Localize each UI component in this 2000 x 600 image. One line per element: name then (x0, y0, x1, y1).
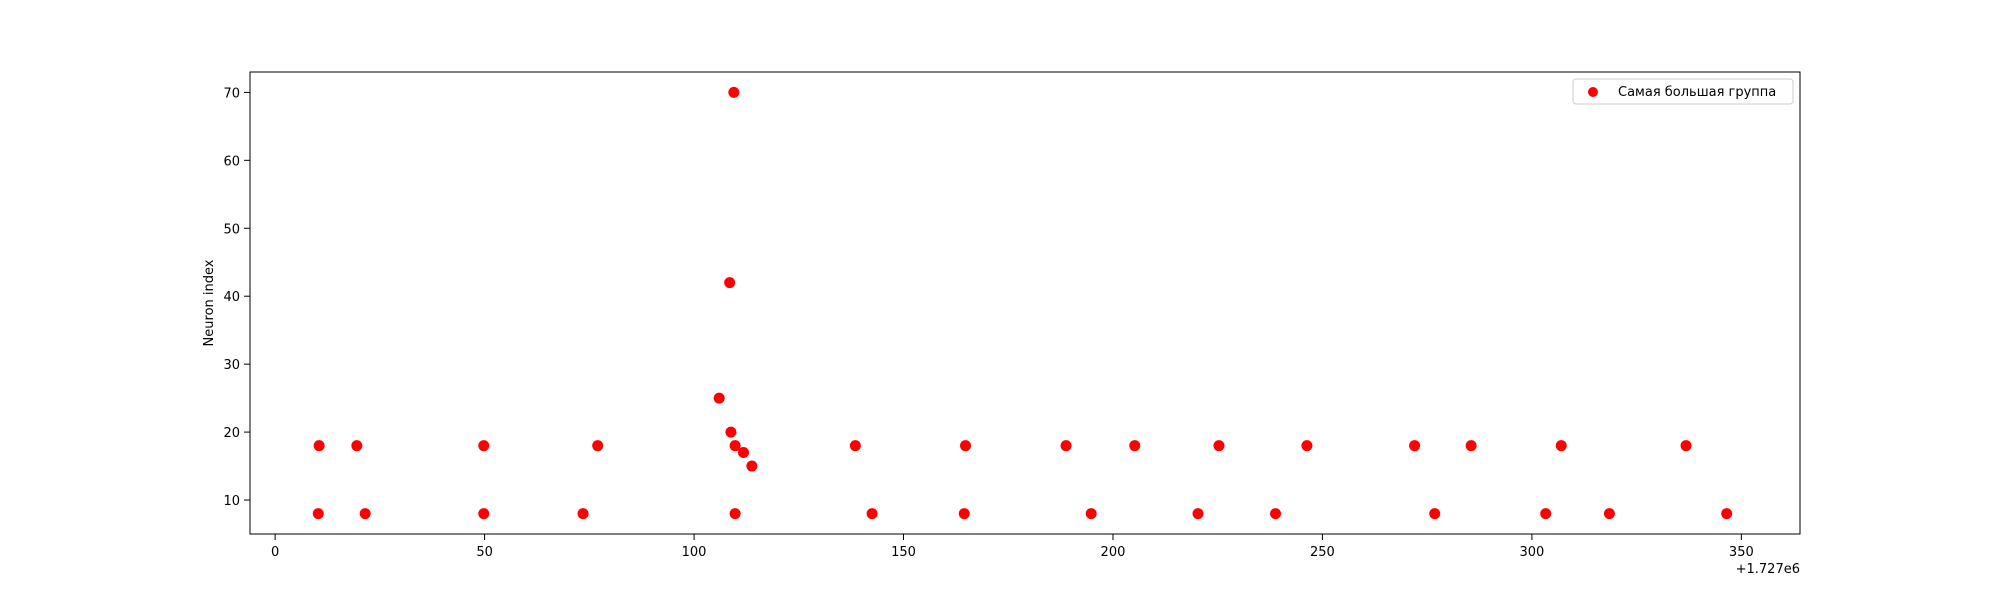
data-point (1129, 440, 1141, 452)
data-point (592, 440, 604, 452)
data-point (312, 508, 324, 520)
data-point (960, 440, 972, 452)
data-point (713, 392, 725, 404)
data-point (1060, 440, 1072, 452)
data-point (1465, 440, 1477, 452)
data-point (1409, 440, 1421, 452)
data-point (478, 508, 490, 520)
plot-area-frame (249, 71, 1801, 535)
y-tick-label: 40 (223, 290, 240, 305)
data-points (312, 86, 1733, 520)
y-tick-label: 70 (223, 86, 240, 101)
data-point (1192, 508, 1204, 520)
legend-box (1572, 78, 1794, 105)
y-tick-label: 10 (223, 494, 240, 509)
data-point (313, 440, 325, 452)
y-tick-label: 30 (223, 358, 240, 373)
y-tick-label: 50 (223, 222, 240, 237)
legend-label-largest-group: Самая большая группа (1618, 85, 1776, 100)
x-tick-label: 50 (476, 545, 493, 560)
x-tick-label: 100 (682, 545, 707, 560)
data-point (725, 426, 737, 438)
x-tick-label: 250 (1310, 545, 1335, 560)
y-axis-label: Neuron index (202, 259, 217, 346)
x-axis-offset-label: +1.727e6 (1736, 562, 1800, 577)
data-point (958, 508, 970, 520)
data-point (1213, 440, 1225, 452)
data-point (1301, 440, 1313, 452)
legend-marker (1588, 87, 1598, 97)
data-point (478, 440, 490, 452)
data-point (724, 277, 736, 289)
y-axis-ticks: 10 20 30 40 50 60 70 (223, 86, 250, 509)
data-point (1555, 440, 1567, 452)
legend: Самая большая группа (1572, 78, 1794, 105)
data-point (1085, 508, 1097, 520)
data-point (351, 440, 363, 452)
y-tick-label: 20 (223, 426, 240, 441)
data-point (746, 460, 758, 472)
data-point (729, 508, 741, 520)
x-axis-ticks: 0 50 100 150 200 250 300 350 (271, 534, 1754, 560)
x-tick-label: 350 (1729, 545, 1754, 560)
data-point (1680, 440, 1692, 452)
data-point (728, 86, 740, 98)
data-point (1540, 508, 1552, 520)
data-point (1721, 508, 1733, 520)
y-tick-label: 60 (223, 154, 240, 169)
x-tick-label: 200 (1101, 545, 1126, 560)
data-point (849, 440, 861, 452)
data-point (359, 508, 371, 520)
x-tick-label: 150 (891, 545, 916, 560)
data-point (737, 446, 749, 458)
data-point (866, 508, 878, 520)
x-tick-label: 0 (271, 545, 279, 560)
data-point (577, 508, 589, 520)
data-point (1270, 508, 1282, 520)
data-point (729, 440, 741, 452)
x-tick-label: 300 (1519, 545, 1544, 560)
data-point (1429, 508, 1441, 520)
data-point (1603, 508, 1615, 520)
